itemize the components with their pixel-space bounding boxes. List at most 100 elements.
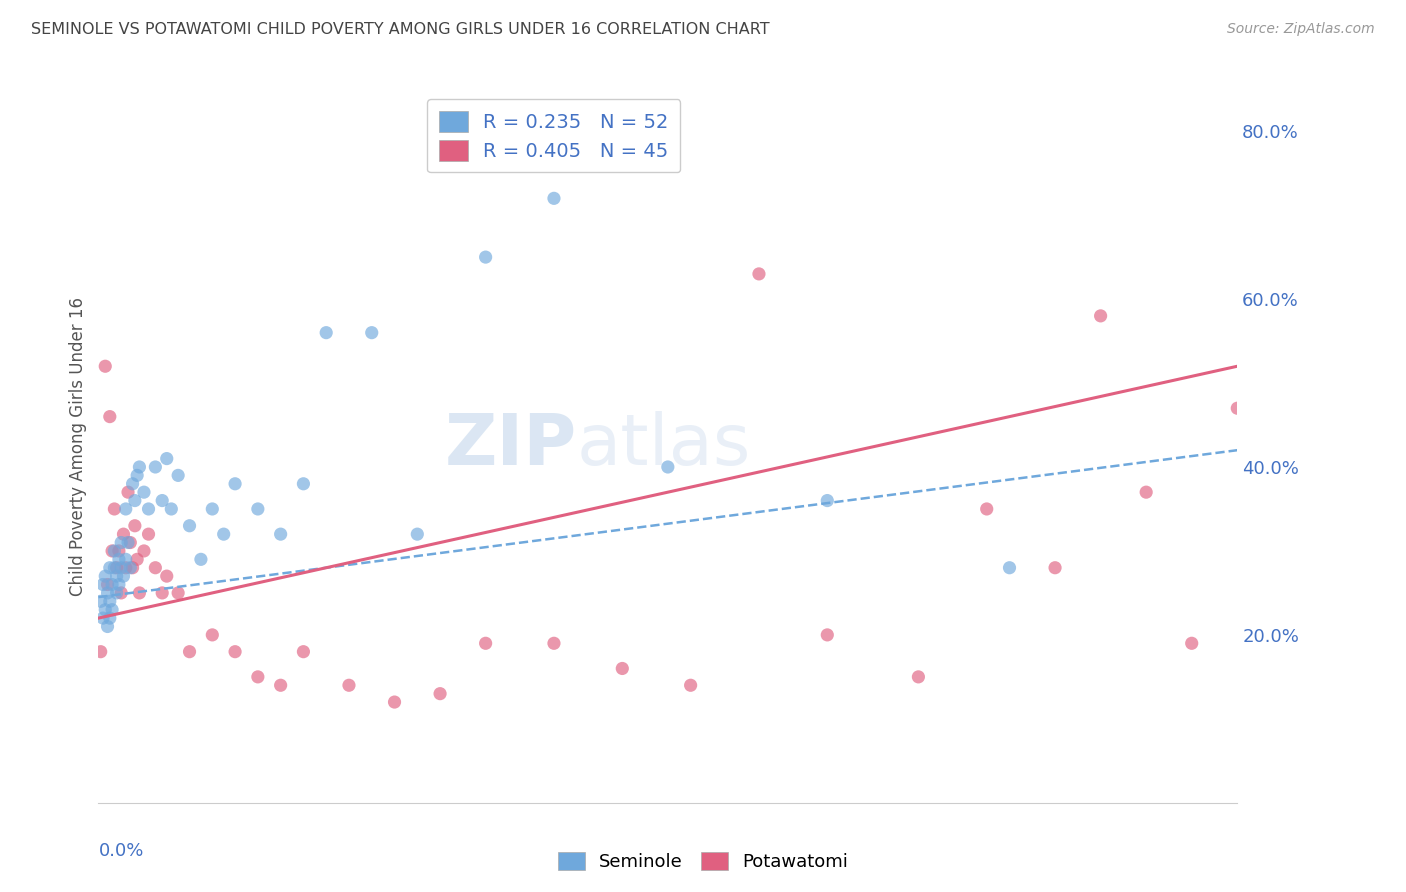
Point bbox=[110, 535, 132, 549]
Point bbox=[815, 628, 838, 642]
Point bbox=[167, 468, 190, 483]
Point bbox=[406, 527, 429, 541]
Point bbox=[121, 560, 143, 574]
Point bbox=[132, 544, 155, 558]
Point bbox=[94, 603, 117, 617]
Point bbox=[337, 678, 360, 692]
Point bbox=[657, 460, 679, 475]
Point bbox=[96, 586, 118, 600]
Point bbox=[105, 569, 128, 583]
Point bbox=[96, 619, 118, 633]
Point bbox=[98, 594, 121, 608]
Point bbox=[94, 569, 117, 583]
Point bbox=[90, 645, 112, 659]
Point bbox=[128, 460, 150, 475]
Point bbox=[160, 502, 183, 516]
Point bbox=[124, 518, 146, 533]
Point bbox=[246, 670, 269, 684]
Point bbox=[1181, 636, 1204, 650]
Point bbox=[292, 645, 315, 659]
Point bbox=[110, 560, 132, 574]
Point bbox=[124, 493, 146, 508]
Point bbox=[429, 687, 451, 701]
Point bbox=[98, 611, 121, 625]
Point bbox=[103, 502, 125, 516]
Point bbox=[114, 552, 136, 566]
Point bbox=[91, 611, 114, 625]
Point bbox=[138, 502, 160, 516]
Point bbox=[270, 527, 292, 541]
Point bbox=[998, 560, 1021, 574]
Point bbox=[108, 577, 131, 591]
Point bbox=[114, 502, 136, 516]
Text: Source: ZipAtlas.com: Source: ZipAtlas.com bbox=[1227, 22, 1375, 37]
Point bbox=[121, 476, 143, 491]
Point bbox=[315, 326, 337, 340]
Point bbox=[1135, 485, 1157, 500]
Y-axis label: Child Poverty Among Girls Under 16: Child Poverty Among Girls Under 16 bbox=[69, 296, 87, 596]
Point bbox=[110, 586, 132, 600]
Point bbox=[246, 502, 269, 516]
Point bbox=[117, 535, 139, 549]
Point bbox=[108, 544, 131, 558]
Point bbox=[112, 569, 135, 583]
Point bbox=[543, 191, 565, 205]
Point bbox=[360, 326, 382, 340]
Point bbox=[101, 603, 124, 617]
Point bbox=[384, 695, 406, 709]
Point bbox=[156, 451, 179, 466]
Point bbox=[105, 560, 128, 574]
Point bbox=[90, 594, 112, 608]
Point bbox=[1043, 560, 1066, 574]
Text: 0.0%: 0.0% bbox=[98, 842, 143, 860]
Point bbox=[103, 544, 125, 558]
Point bbox=[748, 267, 770, 281]
Point bbox=[112, 527, 135, 541]
Point bbox=[120, 560, 142, 574]
Point bbox=[474, 636, 496, 650]
Point bbox=[156, 569, 179, 583]
Point bbox=[108, 552, 131, 566]
Point bbox=[907, 670, 929, 684]
Point bbox=[98, 560, 121, 574]
Text: atlas: atlas bbox=[576, 411, 751, 481]
Point bbox=[105, 586, 128, 600]
Point bbox=[179, 518, 201, 533]
Point bbox=[127, 552, 149, 566]
Point bbox=[120, 535, 142, 549]
Point bbox=[94, 359, 117, 374]
Point bbox=[679, 678, 702, 692]
Point bbox=[138, 527, 160, 541]
Point bbox=[117, 485, 139, 500]
Point bbox=[145, 460, 167, 475]
Point bbox=[132, 485, 155, 500]
Point bbox=[612, 661, 634, 675]
Text: ZIP: ZIP bbox=[444, 411, 576, 481]
Point bbox=[270, 678, 292, 692]
Point bbox=[201, 502, 224, 516]
Point bbox=[114, 560, 136, 574]
Point bbox=[1090, 309, 1112, 323]
Point bbox=[976, 502, 998, 516]
Point bbox=[128, 586, 150, 600]
Legend: R = 0.235   N = 52, R = 0.405   N = 45: R = 0.235 N = 52, R = 0.405 N = 45 bbox=[427, 99, 681, 172]
Point bbox=[91, 577, 114, 591]
Point bbox=[201, 628, 224, 642]
Point bbox=[150, 586, 173, 600]
Point bbox=[1226, 401, 1249, 416]
Point bbox=[167, 586, 190, 600]
Point bbox=[190, 552, 212, 566]
Point bbox=[145, 560, 167, 574]
Point bbox=[474, 250, 496, 264]
Point bbox=[127, 468, 149, 483]
Point bbox=[224, 645, 246, 659]
Point bbox=[101, 544, 124, 558]
Point bbox=[101, 577, 124, 591]
Point bbox=[292, 476, 315, 491]
Point bbox=[179, 645, 201, 659]
Point bbox=[103, 560, 125, 574]
Text: SEMINOLE VS POTAWATOMI CHILD POVERTY AMONG GIRLS UNDER 16 CORRELATION CHART: SEMINOLE VS POTAWATOMI CHILD POVERTY AMO… bbox=[31, 22, 769, 37]
Point bbox=[212, 527, 235, 541]
Point bbox=[150, 493, 173, 508]
Point bbox=[224, 476, 246, 491]
